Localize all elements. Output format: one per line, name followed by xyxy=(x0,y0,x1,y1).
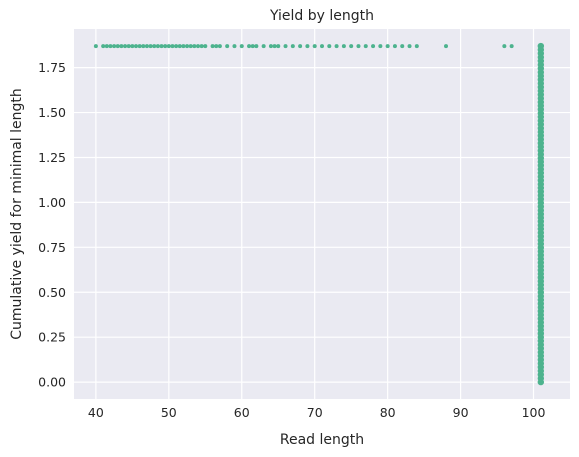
data-point xyxy=(268,44,273,49)
x-tick-label: 60 xyxy=(234,405,250,420)
data-point xyxy=(214,44,219,49)
data-point xyxy=(334,44,339,49)
data-point xyxy=(166,44,171,49)
data-point xyxy=(174,44,179,49)
data-point xyxy=(188,44,193,49)
data-point xyxy=(537,42,545,50)
data-point xyxy=(170,44,175,49)
data-point xyxy=(112,44,117,49)
y-tick-label: 1.75 xyxy=(38,60,66,75)
data-point xyxy=(115,44,120,49)
data-point xyxy=(155,44,160,49)
data-point xyxy=(232,44,237,49)
data-point xyxy=(261,44,266,49)
x-tick-label: 100 xyxy=(522,405,546,420)
data-point xyxy=(159,44,164,49)
data-point xyxy=(177,44,182,49)
plot-background xyxy=(74,29,570,399)
data-point xyxy=(444,44,448,49)
data-point xyxy=(203,44,208,49)
data-point xyxy=(134,44,138,49)
y-tick-label: 0.25 xyxy=(38,330,66,345)
data-point xyxy=(414,44,419,49)
data-point xyxy=(101,44,106,49)
data-point xyxy=(93,44,98,49)
data-point xyxy=(239,44,244,49)
data-point xyxy=(144,44,149,49)
data-point xyxy=(217,44,222,49)
y-tick-label: 1.00 xyxy=(38,195,66,210)
data-point xyxy=(196,44,200,49)
data-point xyxy=(152,44,157,49)
data-point xyxy=(108,44,113,49)
data-point xyxy=(385,44,390,49)
y-tick-label: 0.50 xyxy=(38,285,66,300)
data-point xyxy=(181,44,186,49)
y-tick-labels: 0.00 0.25 0.50 0.75 1.00 1.25 1.50 1.75 xyxy=(38,60,66,389)
y-tick-label: 0.75 xyxy=(38,240,66,255)
x-tick-label: 50 xyxy=(161,405,177,420)
data-point xyxy=(502,44,507,49)
data-point xyxy=(283,44,288,49)
data-point xyxy=(363,44,368,49)
y-tick-label: 1.50 xyxy=(38,105,66,120)
data-point xyxy=(509,44,514,49)
data-point xyxy=(327,44,332,49)
data-point xyxy=(341,44,346,49)
y-axis-label: Cumulative yield for minimal length xyxy=(9,88,25,340)
data-point xyxy=(298,44,303,49)
data-point xyxy=(400,44,405,49)
data-point xyxy=(104,44,109,49)
data-point xyxy=(371,44,376,49)
data-point xyxy=(192,44,197,49)
y-tick-label: 0.00 xyxy=(38,375,66,390)
data-point xyxy=(356,44,361,49)
data-point xyxy=(119,44,124,49)
chart-title: Yield by length xyxy=(269,8,374,24)
data-point xyxy=(312,44,317,49)
x-tick-label: 40 xyxy=(88,405,104,420)
data-points xyxy=(93,42,545,386)
data-point xyxy=(407,44,412,49)
data-point xyxy=(320,44,324,49)
y-tick-label: 1.25 xyxy=(38,150,66,165)
data-point xyxy=(378,44,383,49)
data-point xyxy=(210,44,215,49)
data-point xyxy=(276,44,281,49)
data-point xyxy=(305,44,310,49)
data-point xyxy=(250,44,255,49)
x-tick-label: 80 xyxy=(380,405,396,420)
data-point xyxy=(349,44,354,49)
data-point xyxy=(392,44,397,49)
x-tick-label: 90 xyxy=(453,405,469,420)
x-tick-label: 70 xyxy=(307,405,323,420)
data-point xyxy=(163,44,168,49)
data-point xyxy=(272,44,277,49)
data-point xyxy=(290,44,295,49)
data-point xyxy=(130,44,135,49)
data-point xyxy=(254,44,259,49)
data-point xyxy=(123,44,128,49)
data-point xyxy=(148,44,153,49)
x-tick-labels: 40 50 60 70 80 90 100 xyxy=(88,405,546,420)
x-axis-label: Read length xyxy=(280,432,364,448)
data-point xyxy=(185,44,190,49)
data-point xyxy=(247,44,252,49)
data-point xyxy=(137,44,142,49)
grid-lines xyxy=(74,29,570,399)
data-point xyxy=(126,44,131,49)
data-point xyxy=(225,44,230,49)
data-point xyxy=(141,44,146,49)
data-point xyxy=(199,44,204,49)
